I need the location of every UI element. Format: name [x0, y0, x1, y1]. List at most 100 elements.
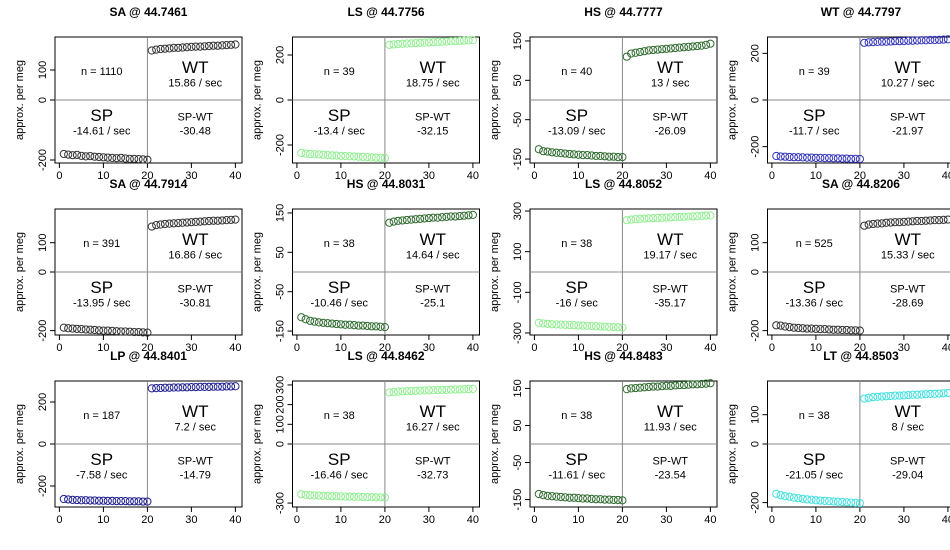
point: [90, 496, 99, 505]
sp-label: SP: [565, 278, 588, 297]
point: [565, 320, 574, 330]
point: [301, 490, 310, 499]
point: [200, 42, 209, 51]
x-tick-label: 40: [704, 514, 716, 526]
point: [842, 154, 851, 163]
point: [807, 153, 816, 162]
point: [657, 213, 667, 222]
point: [468, 36, 477, 45]
point: [873, 219, 882, 228]
point: [816, 153, 825, 162]
chart-title: HS @ 44.8483: [584, 349, 663, 363]
x-tick-label: 30: [423, 170, 435, 182]
point: [807, 324, 816, 333]
diff-label: SP-WT: [415, 112, 451, 124]
point: [380, 153, 389, 163]
point: [631, 215, 640, 224]
wt-rate: 16.86 / sec: [168, 250, 222, 262]
point: [213, 41, 222, 50]
point: [191, 217, 200, 226]
point: [781, 492, 790, 501]
point: [926, 35, 935, 45]
point: [464, 36, 473, 45]
point: [917, 36, 926, 45]
point: [433, 213, 442, 222]
point: [385, 40, 394, 49]
x-tick-label: 0: [56, 170, 62, 182]
y-tick-label: -300: [512, 322, 524, 344]
point: [138, 155, 148, 164]
x-tick-label: 0: [531, 170, 537, 182]
n-label: n = 38: [799, 410, 830, 422]
x-tick-label: 20: [616, 514, 628, 526]
diff-label: SP-WT: [178, 456, 214, 468]
point: [64, 324, 73, 333]
point: [829, 154, 838, 163]
point: [706, 211, 715, 220]
point: [671, 381, 680, 390]
point: [578, 494, 587, 503]
point: [904, 390, 913, 400]
point: [701, 40, 711, 49]
point: [108, 153, 117, 162]
y-tick-label: 0: [274, 97, 286, 103]
point: [187, 382, 196, 392]
point: [666, 44, 675, 53]
diff-value: -14.79: [180, 469, 211, 481]
x-tick-label: 40: [229, 170, 241, 182]
point: [103, 326, 112, 335]
point: [899, 217, 909, 226]
x-tick-label: 0: [769, 342, 775, 354]
n-label: n = 1110: [81, 66, 123, 78]
chart-title: WT @ 44.7797: [821, 5, 902, 19]
point: [160, 219, 170, 229]
point: [446, 212, 455, 221]
point: [851, 326, 860, 335]
point: [191, 382, 200, 392]
point: [394, 216, 403, 225]
y-axis-label: approx. per meg: [489, 232, 501, 312]
diff-value: -26.09: [655, 125, 686, 137]
point: [411, 386, 420, 395]
point: [156, 383, 165, 393]
point: [424, 38, 433, 47]
point: [591, 495, 601, 504]
point: [556, 320, 565, 329]
point: [169, 383, 178, 392]
point: [72, 495, 82, 505]
wt-label: WT: [182, 230, 208, 249]
diff-value: -21.97: [892, 125, 923, 137]
n-label: n = 38: [561, 238, 592, 250]
diff-value: -35.17: [655, 297, 686, 309]
y-tick-label: 0: [274, 441, 286, 447]
point: [433, 385, 442, 395]
point: [662, 381, 671, 390]
y-tick-label: 0: [749, 441, 761, 447]
point: [820, 154, 829, 163]
y-tick-label: 100: [37, 234, 49, 252]
y-axis-label: approx. per meg: [726, 232, 738, 312]
x-tick-label: 30: [185, 342, 197, 354]
chart-title: LP @ 44.8401: [110, 349, 187, 363]
y-axis-label: approx. per meg: [489, 404, 501, 484]
point: [627, 215, 636, 224]
point: [394, 387, 403, 396]
point: [833, 325, 843, 334]
x-tick-label: 40: [704, 342, 716, 354]
point: [94, 326, 104, 335]
sp-rate: -16 / sec: [556, 297, 599, 309]
point: [886, 218, 895, 227]
point: [429, 386, 438, 395]
point: [776, 152, 785, 161]
wt-rate: 8 / sec: [892, 422, 925, 434]
point: [635, 214, 645, 223]
y-axis-label: approx. per meg: [251, 232, 263, 312]
point: [561, 493, 570, 502]
point: [877, 37, 887, 46]
point: [930, 216, 939, 225]
point: [341, 151, 350, 161]
wt-label: WT: [657, 230, 683, 249]
x-tick-label: 20: [379, 342, 391, 354]
point: [314, 150, 323, 159]
point: [675, 43, 684, 52]
